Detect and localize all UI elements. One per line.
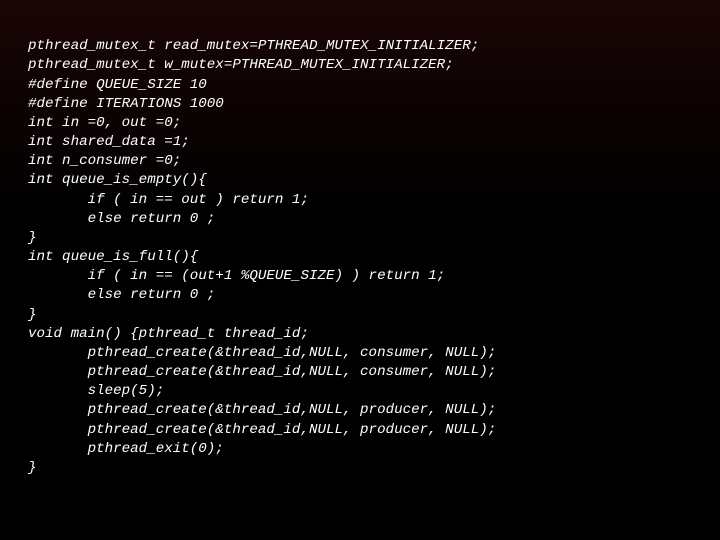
code-line: else return 0 ; bbox=[28, 211, 215, 227]
code-line: int shared_data =1; bbox=[28, 134, 190, 150]
code-line: int in =0, out =0; bbox=[28, 115, 181, 131]
code-line: #define QUEUE_SIZE 10 bbox=[28, 77, 207, 93]
code-line: int queue_is_empty(){ bbox=[28, 172, 207, 188]
code-line: #define ITERATIONS 1000 bbox=[28, 96, 224, 112]
code-line: if ( in == (out+1 %QUEUE_SIZE) ) return … bbox=[28, 268, 445, 284]
code-line: pthread_exit(0); bbox=[28, 441, 224, 457]
code-line: sleep(5); bbox=[28, 383, 164, 399]
code-line: int queue_is_full(){ bbox=[28, 249, 198, 265]
code-line: int n_consumer =0; bbox=[28, 153, 181, 169]
code-line: } bbox=[28, 230, 37, 246]
code-line: pthread_create(&thread_id,NULL, producer… bbox=[28, 422, 496, 438]
code-line: else return 0 ; bbox=[28, 287, 215, 303]
code-line: pthread_mutex_t read_mutex=PTHREAD_MUTEX… bbox=[28, 38, 479, 54]
code-line: void main() {pthread_t thread_id; bbox=[28, 326, 309, 342]
code-block: pthread_mutex_t read_mutex=PTHREAD_MUTEX… bbox=[0, 0, 720, 496]
code-line: pthread_create(&thread_id,NULL, producer… bbox=[28, 402, 496, 418]
code-line: if ( in == out ) return 1; bbox=[28, 192, 309, 208]
code-line: pthread_create(&thread_id,NULL, consumer… bbox=[28, 364, 496, 380]
code-line: } bbox=[28, 460, 37, 476]
code-line: } bbox=[28, 307, 37, 323]
code-line: pthread_create(&thread_id,NULL, consumer… bbox=[28, 345, 496, 361]
code-line: pthread_mutex_t w_mutex=PTHREAD_MUTEX_IN… bbox=[28, 57, 454, 73]
